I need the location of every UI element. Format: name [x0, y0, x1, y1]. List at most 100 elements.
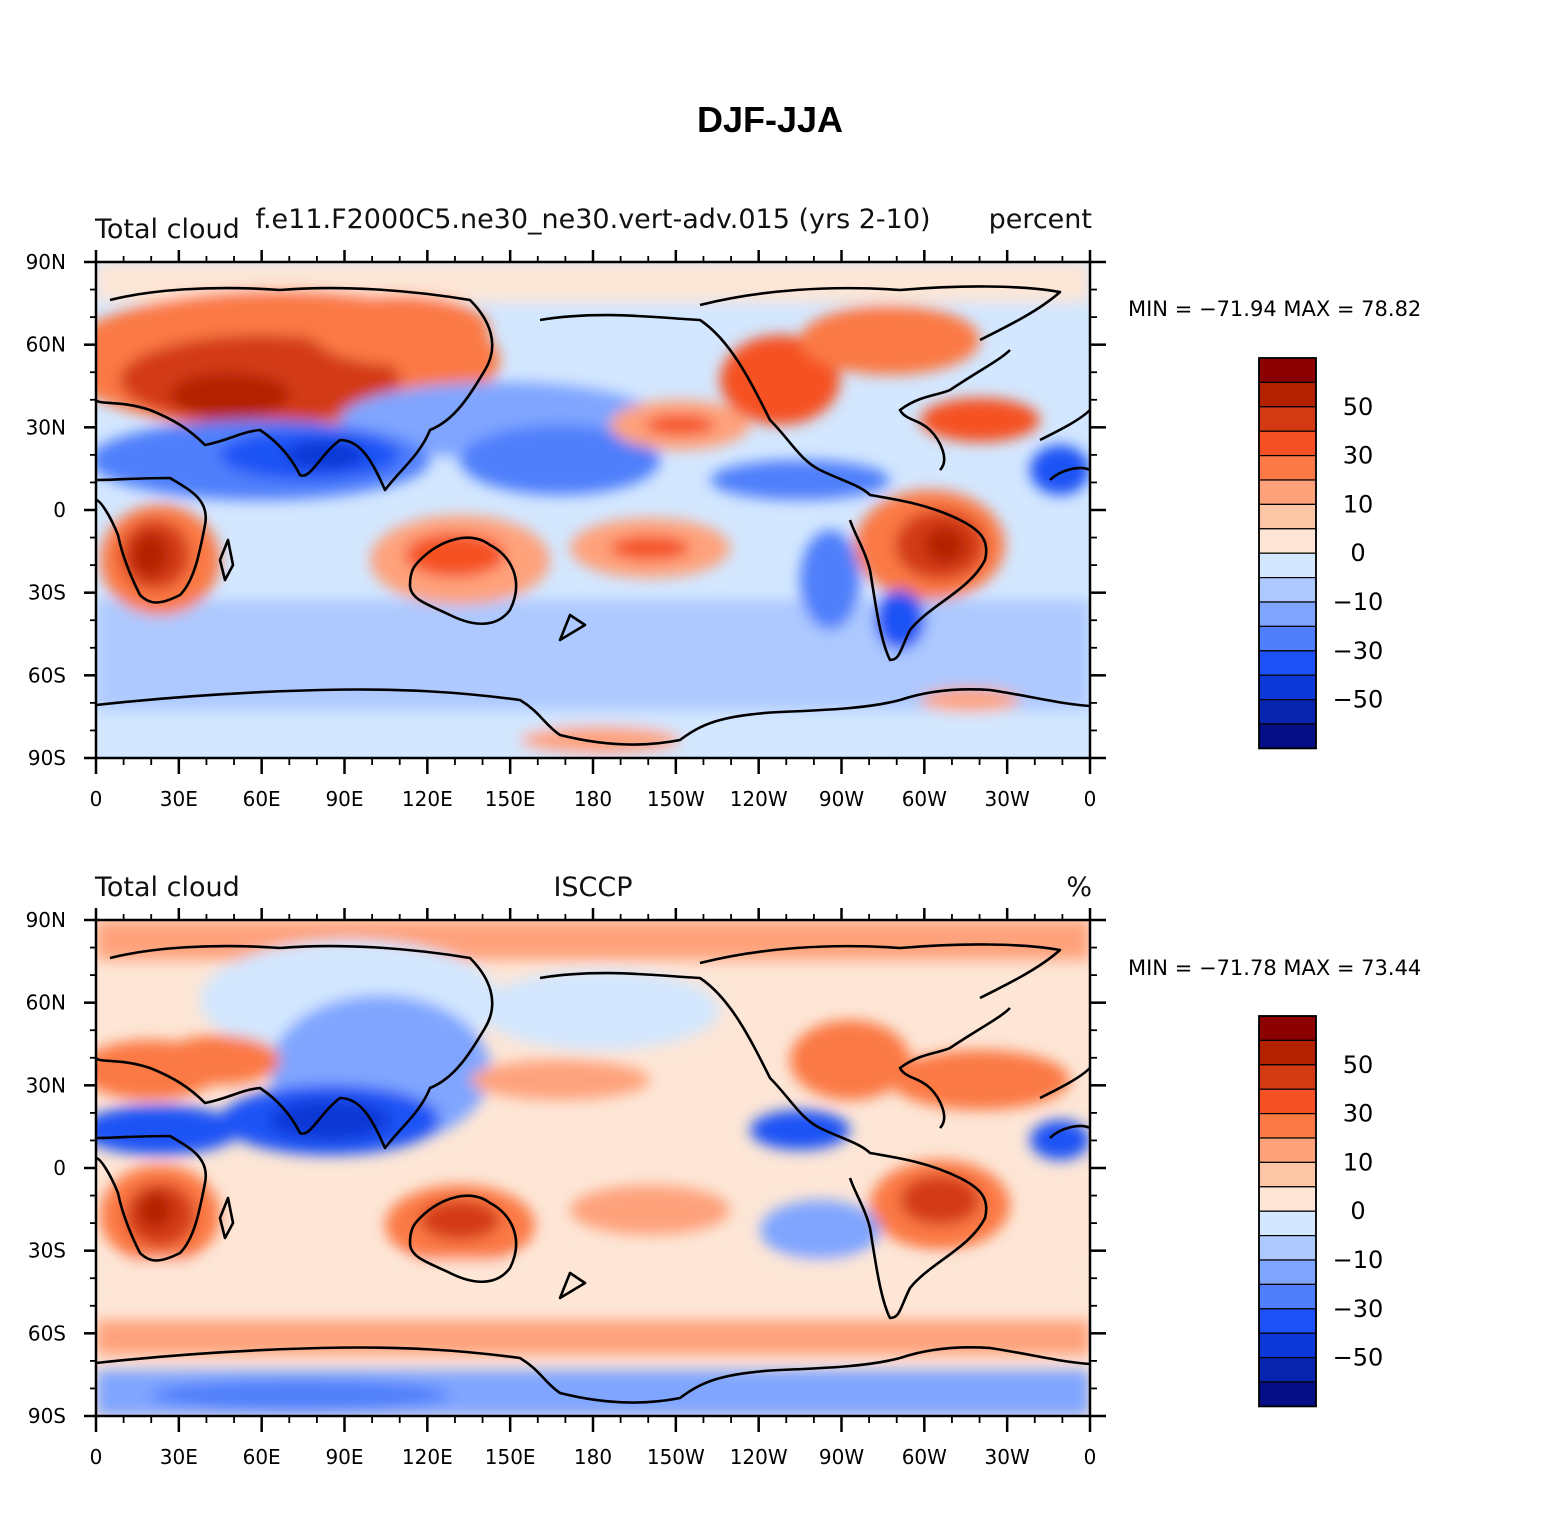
colorbar-swatch [1258, 1137, 1317, 1163]
colorbar-swatch [1258, 674, 1317, 701]
map-panel-observation: Total cloud ISCCP % [26, 872, 1422, 1469]
lon-tick-label: 0 [1084, 1445, 1097, 1469]
colorbar-swatch [1258, 1161, 1317, 1188]
colorbar-label: −10 [1333, 588, 1384, 616]
colorbar-swatch [1258, 357, 1317, 383]
lon-tick-label: 150W [647, 787, 705, 811]
lon-tick-label: 120W [730, 1445, 788, 1469]
colorbar-swatch [1258, 430, 1317, 457]
lon-tick-label: 90E [325, 787, 363, 811]
colorbar-label: 10 [1343, 1148, 1374, 1176]
colorbar-swatch [1258, 1210, 1317, 1237]
colorbar-label: 30 [1343, 442, 1374, 470]
lon-tick-label: 150E [485, 1445, 536, 1469]
lon-tick-label: 150W [647, 1445, 705, 1469]
lon-tick-label: 60E [243, 787, 281, 811]
lat-tick-label: 0 [53, 498, 66, 522]
lat-tick-label: 90S [28, 1404, 66, 1428]
lon-tick-label: 90W [819, 787, 864, 811]
lon-axis: 0 30E 60E 90E 120E 150E 180 150W 120W 90W 60W 30W 0 [90, 250, 1097, 811]
lat-tick-label: 30N [26, 415, 66, 439]
lon-tick-label: 90W [819, 1445, 864, 1469]
colorbar: 50 30 10 0 −10 −30 −50 [1258, 1015, 1384, 1408]
lon-tick-label: 30W [985, 787, 1030, 811]
colorbar-label: 50 [1343, 1051, 1374, 1079]
colorbar-swatch [1258, 455, 1317, 481]
coastlines [96, 943, 1090, 1404]
colorbar-swatch [1258, 1283, 1317, 1310]
colorbar: 50 30 10 0 −10 −30 −50 [1258, 357, 1384, 750]
contour-field [96, 262, 1090, 758]
colorbar-label: 30 [1343, 1100, 1374, 1128]
lat-tick-label: 60S [28, 663, 66, 687]
colorbar-swatch [1258, 1356, 1317, 1383]
colorbar-swatch [1258, 1332, 1317, 1359]
colorbar-label: 0 [1350, 539, 1365, 567]
panel-center-label: ISCCP [553, 872, 632, 903]
colorbar-label: 0 [1350, 1197, 1365, 1225]
colorbar-swatch [1258, 1039, 1317, 1066]
min-max-label: MIN = −71.94 MAX = 78.82 [1128, 297, 1421, 321]
colorbar-swatch [1258, 1064, 1317, 1090]
lon-tick-label: 0 [90, 787, 103, 811]
lon-tick-label: 0 [90, 1445, 103, 1469]
colorbar-swatch [1258, 1234, 1317, 1261]
lon-tick-label: 0 [1084, 787, 1097, 811]
lat-axis: 90N 60N 30N 0 30S 60S 90S [26, 250, 1106, 770]
colorbar-swatch [1258, 503, 1317, 530]
colorbar-swatch [1258, 1308, 1317, 1334]
colorbar-swatch [1258, 1186, 1317, 1212]
colorbar-swatch [1258, 650, 1317, 676]
lon-axis: 0 30E 60E 90E 120E 150E 180 150W 120W 90W 60W 30W 0 [90, 908, 1097, 1469]
lon-tick-label: 30E [160, 787, 198, 811]
lon-tick-label: 150E [485, 787, 536, 811]
figure-title: DJF-JJA [697, 99, 843, 140]
colorbar-swatch [1258, 479, 1317, 505]
colorbar-swatch [1258, 576, 1317, 603]
colorbar-swatch [1258, 625, 1317, 652]
lon-tick-label: 180 [574, 1445, 612, 1469]
lon-tick-label: 30W [985, 1445, 1030, 1469]
lon-tick-label: 120W [730, 787, 788, 811]
colorbar-swatch [1258, 528, 1317, 554]
colorbar-swatch [1258, 1088, 1317, 1115]
colorbar-frame [1258, 357, 1317, 750]
colorbar-swatch [1258, 1259, 1317, 1285]
lon-tick-label: 30E [160, 1445, 198, 1469]
lon-tick-label: 60W [902, 787, 947, 811]
colorbar-swatch [1258, 552, 1317, 579]
colorbar-label: 50 [1343, 393, 1374, 421]
lon-tick-label: 60W [902, 1445, 947, 1469]
colorbar-swatch [1258, 381, 1317, 408]
colorbar-swatch [1258, 406, 1317, 432]
panel-center-label: f.e11.F2000C5.ne30_ne30.vert-adv.015 (yr… [255, 204, 930, 235]
colorbar-label: −10 [1333, 1246, 1384, 1274]
lon-tick-label: 90E [325, 1445, 363, 1469]
colorbar-swatch [1258, 601, 1317, 627]
lat-tick-label: 60N [26, 991, 66, 1015]
lon-tick-label: 60E [243, 1445, 281, 1469]
colorbar-swatch [1258, 698, 1317, 725]
colorbar-label: 10 [1343, 490, 1374, 518]
panel-right-label: percent [989, 204, 1092, 235]
colorbar-label: −50 [1333, 1344, 1384, 1372]
panel-left-label: Total cloud [94, 872, 240, 903]
lat-tick-label: 0 [53, 1156, 66, 1180]
min-max-label: MIN = −71.78 MAX = 73.44 [1128, 956, 1421, 980]
colorbar-swatch [1258, 1112, 1317, 1139]
lat-tick-label: 30N [26, 1073, 66, 1097]
colorbar-swatch [1258, 723, 1317, 749]
panel-right-label: % [1066, 872, 1092, 903]
lat-tick-label: 30S [28, 581, 66, 605]
colorbar-swatch [1258, 1015, 1317, 1041]
colorbar-label: −30 [1333, 637, 1384, 665]
map-panel-model: Total cloud f.e11.F2000C5.ne30_ne30.vert… [26, 204, 1422, 811]
lat-axis: 90N 60N 30N 0 30S 60S 90S [26, 908, 1106, 1428]
panel-left-label: Total cloud [94, 214, 240, 245]
lon-tick-label: 120E [402, 1445, 453, 1469]
lat-tick-label: 90N [26, 250, 66, 274]
lat-tick-label: 90S [28, 746, 66, 770]
lat-tick-label: 60N [26, 333, 66, 357]
colorbar-label: −30 [1333, 1295, 1384, 1323]
